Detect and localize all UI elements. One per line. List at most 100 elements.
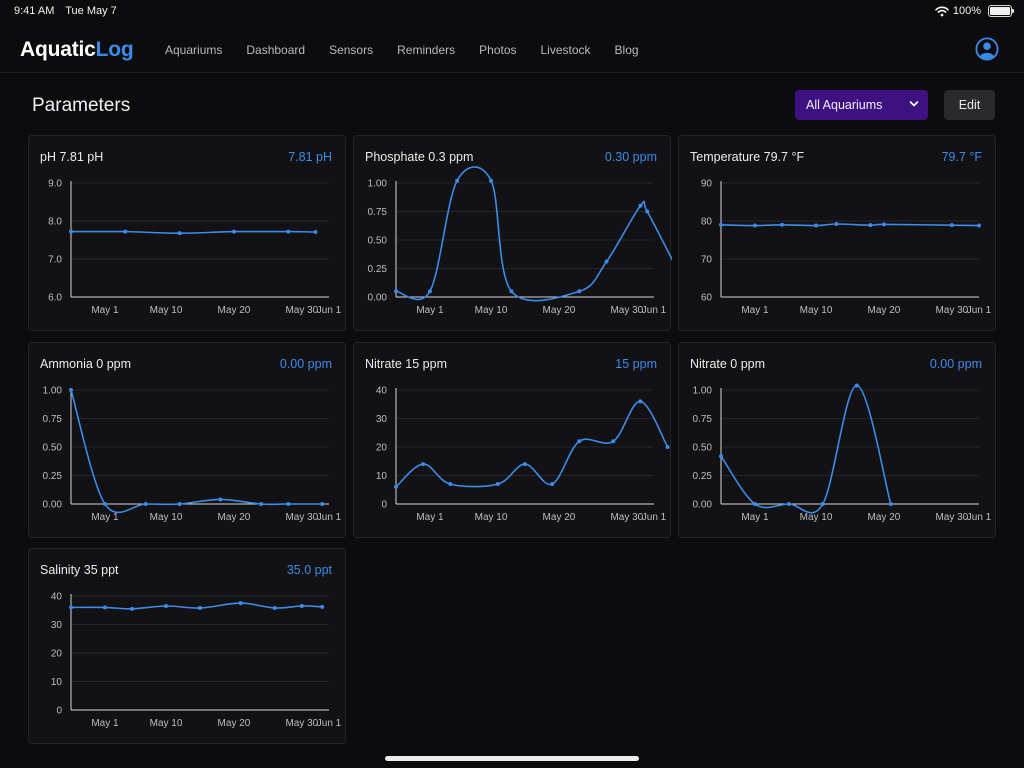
nav-item-sensors[interactable]: Sensors [329, 43, 374, 57]
card-current-value: 79.7 °F [941, 150, 982, 164]
data-point [455, 178, 460, 183]
y-tick-label: 0.00 [368, 293, 388, 304]
nav-item-blog[interactable]: Blog [614, 43, 639, 57]
top-navbar: AquaticLog Aquariums Dashboard Sensors R… [0, 24, 1024, 73]
x-tick-label: May 1 [91, 305, 119, 316]
x-tick-label: May 10 [475, 512, 508, 523]
data-point [421, 462, 426, 467]
card-title: pH 7.81 pH [40, 150, 104, 164]
y-tick-label: 70 [701, 255, 713, 266]
y-tick-label: 90 [701, 179, 713, 190]
data-point [448, 482, 453, 487]
data-point [218, 497, 223, 502]
y-tick-label: 0.75 [43, 414, 63, 425]
card-current-value: 0.30 ppm [604, 150, 657, 164]
data-point [299, 603, 304, 608]
x-tick-label: May 20 [218, 718, 251, 729]
y-tick-label: 0 [381, 500, 387, 511]
card-title: Ammonia 0 ppm [40, 357, 132, 371]
data-point [69, 388, 73, 392]
y-tick-label: 20 [376, 443, 388, 454]
series-line [395, 166, 672, 302]
x-tick-label: May 1 [91, 512, 119, 523]
data-point [881, 222, 886, 227]
x-tick-label: May 20 [868, 512, 901, 523]
data-point [752, 223, 757, 228]
x-tick-label: May 1 [741, 512, 769, 523]
y-tick-label: 8.0 [48, 217, 62, 228]
data-point [143, 502, 148, 506]
status-date: Tue May 7 [65, 5, 117, 17]
y-tick-label: 1.00 [693, 386, 713, 397]
parameter-card[interactable]: Nitrate 15 ppm 15 ppm 0 10 20 30 40 May 1 May … [353, 342, 671, 538]
data-point [320, 502, 325, 506]
y-tick-label: 1.00 [43, 386, 63, 397]
nav-item-reminders[interactable]: Reminders [397, 43, 456, 57]
card-current-value: 0.00 ppm [279, 357, 332, 371]
x-tick-label: May 30 [935, 512, 968, 523]
data-point [102, 605, 107, 610]
card-title: Nitrate 15 ppm [365, 357, 447, 371]
logo-part-2: Log [95, 38, 134, 61]
y-tick-label: 40 [376, 386, 388, 397]
battery-percent: 100% [952, 5, 981, 17]
data-point [394, 289, 398, 294]
data-point [719, 454, 723, 459]
x-tick-label: Jun 1 [642, 512, 667, 523]
x-tick-label: May 1 [416, 512, 444, 523]
edit-button[interactable]: Edit [944, 90, 995, 120]
data-point [198, 605, 202, 610]
data-point [577, 439, 582, 444]
data-point [177, 502, 182, 506]
parameter-card[interactable]: Temperature 79.7 °F 79.7 °F 60 70 80 90 May … [678, 135, 996, 331]
x-tick-label: May 30 [285, 718, 318, 729]
app-logo[interactable]: AquaticLog [20, 38, 134, 62]
card-current-value: 0.00 ppm [929, 357, 982, 371]
home-indicator [385, 756, 639, 761]
x-tick-label: Jun 1 [967, 512, 992, 523]
series-line [720, 384, 892, 514]
data-point [238, 601, 243, 606]
user-circle-icon[interactable] [975, 37, 999, 61]
data-point [102, 502, 107, 506]
parameter-chart: 0.00 0.25 0.50 0.75 1.00 May 1 May 10 May 20 May… [368, 166, 672, 316]
y-tick-label: 20 [51, 649, 63, 660]
aquarium-select[interactable]: All Aquariums [795, 90, 928, 120]
nav-item-dashboard[interactable]: Dashboard [246, 43, 306, 57]
x-tick-label: May 30 [935, 305, 968, 316]
card-title: Nitrate 0 ppm [690, 357, 766, 371]
aquarium-select-value: All Aquariums [806, 98, 883, 112]
nav-item-aquariums[interactable]: Aquariums [165, 43, 223, 57]
y-tick-label: 80 [701, 217, 713, 228]
parameter-card[interactable]: Salinity 35 ppt 35.0 ppt 0 10 20 30 40 May 1 M… [28, 548, 346, 744]
data-point [231, 229, 236, 234]
y-tick-label: 30 [376, 414, 388, 425]
nav-item-livestock[interactable]: Livestock [540, 43, 591, 57]
x-tick-label: May 30 [285, 512, 318, 523]
parameter-card[interactable]: Phosphate 0.3 ppm 0.30 ppm 0.00 0.25 0.50 0… [353, 135, 672, 331]
data-point [523, 462, 527, 467]
x-tick-label: Jun 1 [317, 718, 342, 729]
x-tick-label: May 10 [475, 305, 508, 316]
y-tick-label: 0.50 [693, 443, 713, 454]
x-tick-label: May 30 [285, 305, 318, 316]
x-tick-label: May 20 [543, 512, 576, 523]
data-point [259, 502, 264, 506]
x-tick-label: May 10 [800, 305, 833, 316]
data-point [820, 502, 825, 506]
data-point [854, 383, 859, 388]
x-tick-label: Jun 1 [642, 305, 667, 316]
series-line [70, 602, 323, 610]
card-title: Salinity 35 ppt [40, 563, 119, 577]
card-current-value: 15 ppm [615, 357, 657, 371]
parameter-card[interactable]: Nitrate 0 ppm 0.00 ppm 0.00 0.25 0.50 0.75 1… [678, 342, 996, 538]
main-nav: Aquariums Dashboard Sensors Reminders Ph… [165, 43, 663, 57]
parameter-chart: 0.00 0.25 0.50 0.75 1.00 May 1 May 10 May 20 May… [43, 386, 342, 524]
parameter-card[interactable]: pH 7.81 pH 7.81 pH 6.0 7.0 8.0 9.0 May 1 May … [28, 135, 346, 331]
series-line [70, 230, 316, 235]
parameter-card[interactable]: Ammonia 0 ppm 0.00 ppm 0.00 0.25 0.50 0.75 1… [28, 342, 346, 538]
data-point [130, 606, 135, 611]
logo-part-1: Aquatic [20, 38, 96, 61]
nav-item-photos[interactable]: Photos [479, 43, 517, 57]
